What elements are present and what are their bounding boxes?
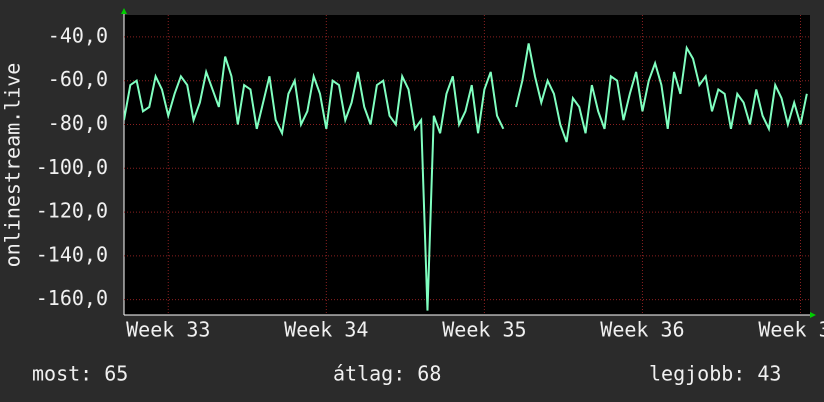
y-tick-label: -100,0 [36,155,108,179]
y-axis-label: onlinestream.live [1,63,25,268]
x-tick-label: Week 36 [600,318,684,342]
y-tick-label: -60,0 [48,67,108,91]
y-tick-label: -80,0 [48,111,108,135]
x-tick-label: Week 34 [284,318,368,342]
stat-label: legjobb: 43 [649,362,781,386]
stat-label: átlag: 68 [333,362,441,386]
axis-arrow [810,312,816,318]
y-tick-label: -140,0 [36,242,108,266]
plot-area [124,15,810,315]
y-tick-label: -40,0 [48,23,108,47]
x-tick-label: Week 37 [758,318,824,342]
x-tick-label: Week 35 [442,318,526,342]
x-tick-label: Week 33 [126,318,210,342]
axis-arrow [121,8,127,14]
stat-label: most: 65 [32,362,128,386]
y-tick-label: -160,0 [36,286,108,310]
data-line [124,43,808,311]
y-tick-label: -120,0 [36,199,108,223]
